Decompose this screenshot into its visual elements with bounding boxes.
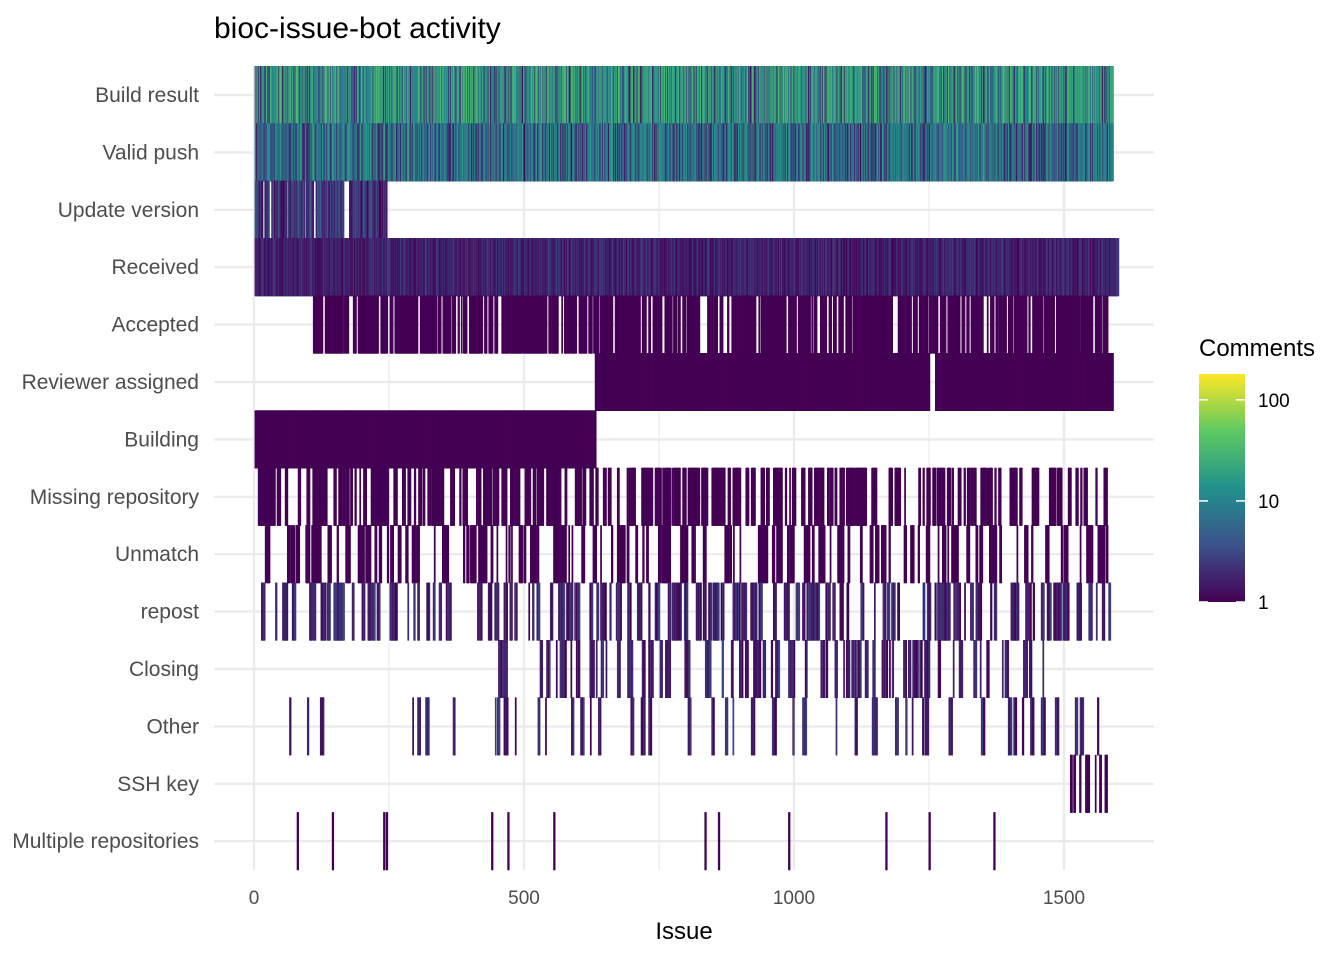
heatmap-tile [312,180,315,239]
row-0-tiles [254,66,1114,124]
row-2-tiles [254,180,388,239]
heatmap-tile [303,180,306,239]
heatmap-tile [309,180,311,239]
heatmap-tile [268,180,270,239]
row-1-tiles [254,123,1114,182]
row-3-tiles [254,238,1120,297]
tiles-layer [254,66,1120,871]
heatmap-tile [385,180,388,239]
heatmap-tile [1112,66,1114,124]
heatmap-tile [285,180,288,239]
heatmap-tile [364,180,367,239]
heatmap-tile [261,180,264,239]
heatmap-tile [342,180,345,239]
heatmap-tile [1112,123,1114,182]
